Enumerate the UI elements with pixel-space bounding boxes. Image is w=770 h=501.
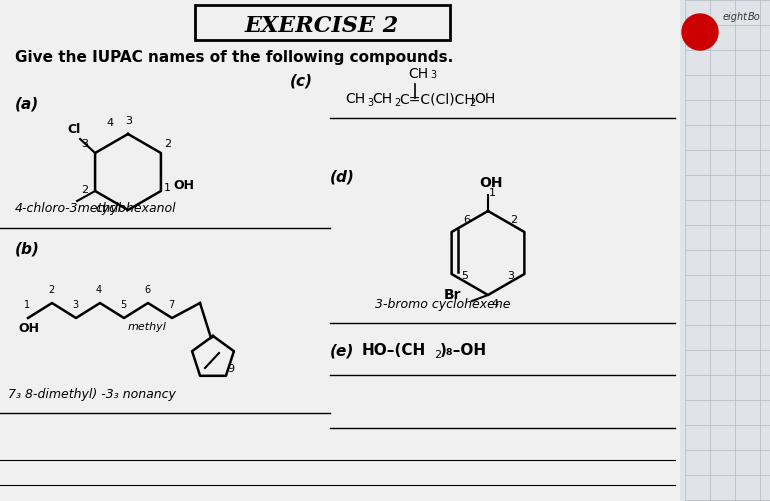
Text: 1: 1	[164, 183, 171, 193]
Circle shape	[682, 14, 718, 50]
Text: 2: 2	[511, 215, 517, 225]
Text: 3: 3	[72, 300, 78, 310]
Text: C=C(Cl)CH: C=C(Cl)CH	[399, 92, 475, 106]
Text: 6: 6	[144, 285, 150, 295]
Text: CH: CH	[372, 92, 392, 106]
Text: OH: OH	[479, 176, 503, 190]
Text: 3-bromo cyclohexene: 3-bromo cyclohexene	[375, 298, 511, 311]
Text: 4: 4	[491, 299, 498, 309]
Text: 7: 7	[168, 300, 174, 310]
FancyBboxPatch shape	[680, 0, 770, 501]
Bar	[195, 5, 450, 40]
Text: 3: 3	[507, 271, 514, 281]
Text: 3: 3	[81, 139, 88, 149]
Text: HO–(CH: HO–(CH	[362, 343, 427, 358]
Text: 2: 2	[81, 185, 89, 195]
Text: methyl: methyl	[128, 322, 167, 332]
Text: OH: OH	[18, 322, 39, 335]
Text: OH: OH	[173, 179, 194, 192]
Text: Cl: Cl	[67, 123, 80, 136]
Text: Give the IUPAC names of the following compounds.: Give the IUPAC names of the following co…	[15, 50, 454, 65]
Text: 4-chloro-3methyl: 4-chloro-3methyl	[15, 202, 122, 215]
Text: EXERCISE 2: EXERCISE 2	[245, 15, 399, 37]
Text: 3: 3	[430, 70, 436, 80]
Text: (c): (c)	[290, 73, 313, 88]
Text: CH: CH	[408, 67, 428, 81]
Text: 3: 3	[125, 116, 132, 126]
Text: (a): (a)	[15, 96, 39, 111]
Text: 2: 2	[394, 98, 400, 108]
Text: 7₃ 8-dimethyl) -3₃ nonancy: 7₃ 8-dimethyl) -3₃ nonancy	[8, 388, 176, 401]
Text: 5: 5	[462, 271, 469, 281]
Text: (d): (d)	[330, 170, 355, 185]
Text: 2: 2	[164, 139, 171, 149]
Text: 2: 2	[434, 350, 441, 360]
Text: eight: eight	[723, 12, 748, 22]
Text: 5: 5	[120, 300, 126, 310]
Text: 1: 1	[24, 300, 30, 310]
Text: clohexanol: clohexanol	[108, 202, 176, 215]
Text: 2: 2	[469, 98, 475, 108]
Text: )₈–OH: )₈–OH	[440, 343, 487, 358]
Text: 9: 9	[227, 364, 234, 374]
Text: 4: 4	[106, 118, 113, 128]
Text: Bo: Bo	[748, 12, 761, 22]
Text: 3: 3	[367, 98, 373, 108]
Text: cy: cy	[95, 202, 109, 215]
Text: Br: Br	[444, 288, 461, 302]
Text: 4: 4	[96, 285, 102, 295]
Text: (b): (b)	[15, 241, 40, 256]
Text: 2: 2	[48, 285, 54, 295]
Text: CH: CH	[345, 92, 365, 106]
Text: 1: 1	[489, 188, 496, 198]
Text: 6: 6	[464, 215, 470, 225]
FancyBboxPatch shape	[0, 0, 680, 501]
Text: OH: OH	[474, 92, 495, 106]
Text: (e): (e)	[330, 343, 354, 358]
